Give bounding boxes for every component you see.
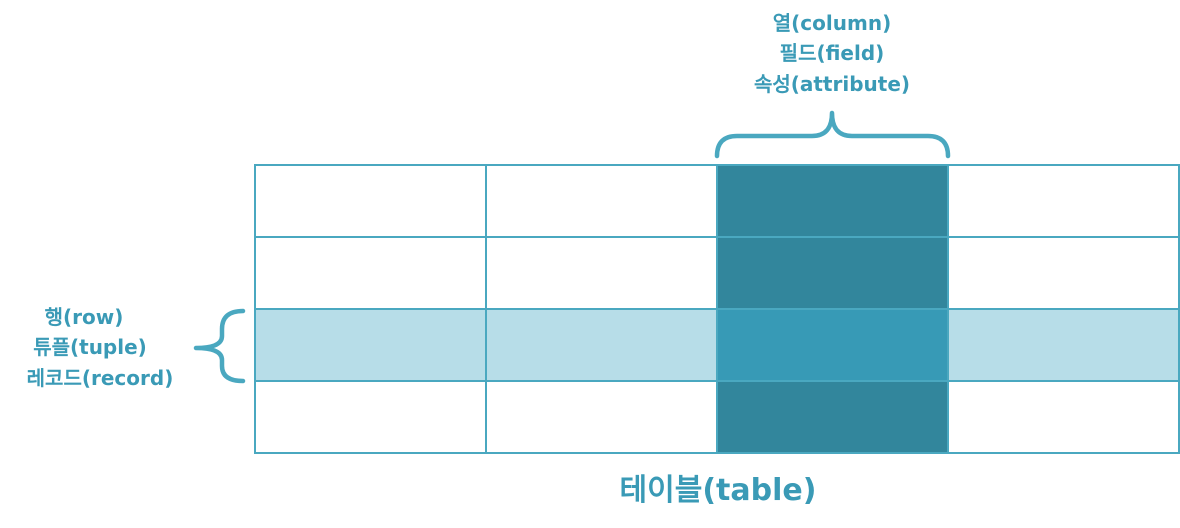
table-cell-intersection xyxy=(716,308,949,382)
table-cell-highlighted-row xyxy=(485,308,718,382)
row-label-line-3: 레코드(record) xyxy=(27,366,174,390)
row-label-group: 행(row) 튜플(tuple) 레코드(record) xyxy=(27,305,174,390)
column-label-line-3: 속성(attribute) xyxy=(754,72,910,96)
table-cell xyxy=(485,380,718,454)
table-grid xyxy=(254,164,1180,454)
row-brace-icon xyxy=(193,308,246,384)
table-cell-highlighted-row xyxy=(947,308,1180,382)
row-label-line-2: 튜플(tuple) xyxy=(33,335,147,359)
table-cell-highlighted-column xyxy=(716,164,949,238)
table-cell xyxy=(947,164,1180,238)
table-caption: 테이블(table) xyxy=(620,473,817,508)
table-cell xyxy=(254,236,487,310)
table-cell xyxy=(254,380,487,454)
table-cell xyxy=(947,380,1180,454)
table-cell xyxy=(947,236,1180,310)
table-cell xyxy=(485,164,718,238)
table-cell xyxy=(254,164,487,238)
column-label-line-1: 열(column) xyxy=(773,11,891,35)
column-label-line-2: 필드(field) xyxy=(780,41,885,65)
table-cell-highlighted-row xyxy=(254,308,487,382)
table-cell-highlighted-column xyxy=(716,380,949,454)
column-brace-icon xyxy=(714,110,951,159)
row-label-line-1: 행(row) xyxy=(45,305,124,329)
table-cell xyxy=(485,236,718,310)
table-cell-highlighted-column xyxy=(716,236,949,310)
column-label-group: 열(column) 필드(field) 속성(attribute) xyxy=(754,11,910,96)
